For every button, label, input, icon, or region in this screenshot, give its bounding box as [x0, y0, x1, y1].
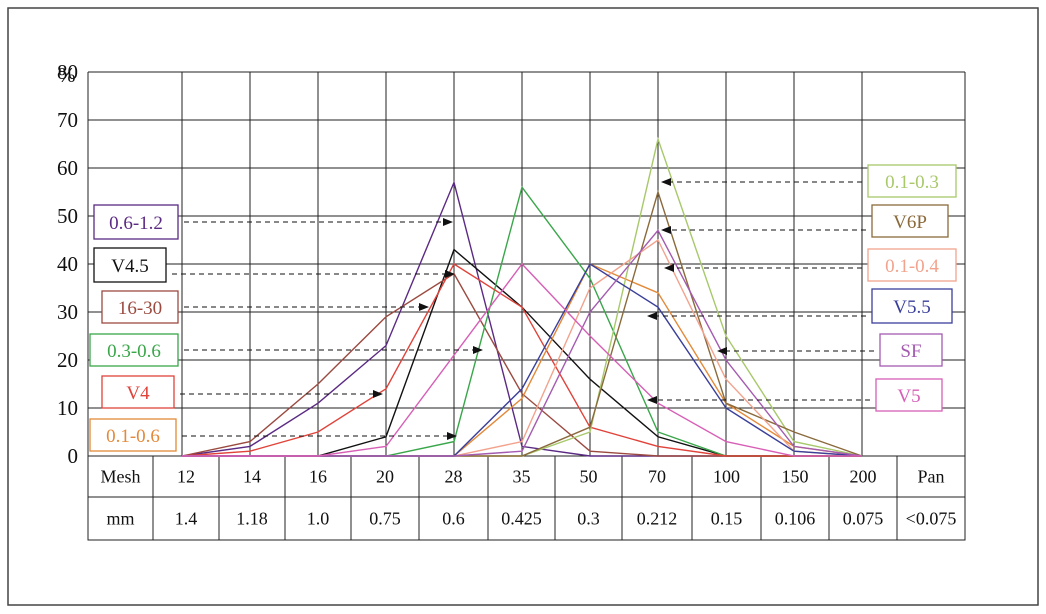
- legend-entry-0.3-0.6: 0.3-0.6: [89, 333, 483, 367]
- mm-cell: 0.075: [843, 509, 884, 529]
- y-tick-label: 60: [57, 156, 78, 180]
- mm-cell: 0.212: [637, 509, 678, 529]
- legend-label: 0.1-0.6: [106, 426, 160, 447]
- mm-cell: <0.075: [906, 509, 957, 529]
- legend-box: [867, 248, 957, 282]
- mesh-cell: 28: [445, 467, 463, 487]
- legend-label: V5: [897, 386, 920, 407]
- legend-label: SF: [900, 341, 921, 362]
- series-lines: [181, 136, 863, 457]
- mesh-cell: 20: [376, 467, 394, 487]
- legend-label: 0.1-0.4: [885, 256, 939, 277]
- legend-label: 0.1-0.3: [885, 172, 939, 193]
- outer-frame: [7, 7, 1039, 606]
- table-header-mm: mm: [106, 509, 134, 529]
- mesh-cell: 16: [309, 467, 327, 487]
- legend-label: V6P: [893, 212, 927, 233]
- sieve-table: Mesh mm 12 1.4 14 1.18 16 1.0 20 0.75 28 0.6 35 0.425…: [87, 455, 966, 541]
- table-header-mesh: Mesh: [101, 467, 141, 487]
- mesh-cell: 14: [243, 467, 261, 487]
- legend-label: V4.5: [111, 256, 148, 277]
- legend-box: [871, 288, 953, 324]
- y-tick-label: 30: [57, 300, 78, 324]
- legend-box: [89, 333, 179, 367]
- mm-cell: 0.6: [442, 509, 465, 529]
- y-tick-label: 70: [57, 108, 78, 132]
- mm-cell: 1.0: [307, 509, 330, 529]
- legend-entry-0.6-1.2: 0.6-1.2: [93, 204, 453, 240]
- legend-box: [879, 333, 943, 367]
- legend: 0.1-0.3 V6P 0.1-0.4 V5.5 SF V5 0.6-1.2 V4.5 16-3…: [89, 164, 957, 452]
- legend-entry-SF: SF: [717, 333, 943, 367]
- y-tick-label: 50: [57, 204, 78, 228]
- y-tick-label: 0: [68, 444, 79, 468]
- series-line-V4: [181, 263, 862, 457]
- mm-cell: 1.4: [175, 509, 198, 529]
- y-tick-label: 10: [57, 396, 78, 420]
- legend-entry-V4: V4: [101, 375, 383, 409]
- legend-label: 0.6-1.2: [109, 213, 163, 234]
- legend-entry-V5.5: V5.5: [647, 288, 953, 324]
- mm-cell: 1.18: [236, 509, 268, 529]
- legend-box: [93, 204, 179, 240]
- y-axis-label: %: [58, 63, 76, 87]
- legend-label: V5.5: [893, 297, 930, 318]
- mm-cell: 0.75: [369, 509, 401, 529]
- legend-entry-V4.5: V4.5: [93, 247, 455, 283]
- y-tick-label: 80: [57, 60, 78, 84]
- mesh-cell: 35: [513, 467, 531, 487]
- legend-entry-V6P: V6P: [661, 204, 949, 238]
- legend-box: [93, 247, 167, 283]
- series-line-V5: [182, 262, 862, 457]
- legend-box: [101, 290, 179, 324]
- legend-box: [89, 418, 177, 452]
- mm-cell: 0.3: [577, 509, 600, 529]
- mesh-cell: 50: [580, 467, 598, 487]
- legend-entry-16-30: 16-30: [101, 290, 429, 324]
- mesh-cell: 200: [850, 467, 877, 487]
- legend-box: [867, 164, 957, 198]
- legend-box: [101, 375, 175, 409]
- legend-entry-0.1-0.3: 0.1-0.3: [661, 164, 957, 198]
- mesh-cell: 150: [782, 467, 809, 487]
- mm-cell: 0.106: [775, 509, 816, 529]
- legend-label: 16-30: [118, 298, 162, 319]
- mm-cell: 0.15: [711, 509, 743, 529]
- legend-label: V4: [126, 383, 150, 404]
- plot-grid: [87, 71, 966, 457]
- y-axis-ticks: 0 10 20 30 40 50 60 70 80: [57, 60, 78, 468]
- y-tick-label: 40: [57, 252, 78, 276]
- mm-cell: 0.425: [501, 509, 542, 529]
- table-frame: [87, 455, 966, 541]
- legend-entry-V5: V5: [647, 378, 943, 412]
- legend-label: 0.3-0.6: [107, 341, 161, 362]
- mesh-cell: 70: [648, 467, 666, 487]
- legend-box: [875, 378, 943, 412]
- legend-entry-0.1-0.6: 0.1-0.6: [89, 418, 457, 452]
- legend-box: [871, 204, 949, 238]
- mesh-cell: 100: [713, 467, 740, 487]
- y-tick-label: 20: [57, 348, 78, 372]
- legend-entry-0.1-0.4: 0.1-0.4: [664, 248, 957, 282]
- mesh-cell: 12: [177, 467, 195, 487]
- mesh-cell: Pan: [918, 467, 945, 487]
